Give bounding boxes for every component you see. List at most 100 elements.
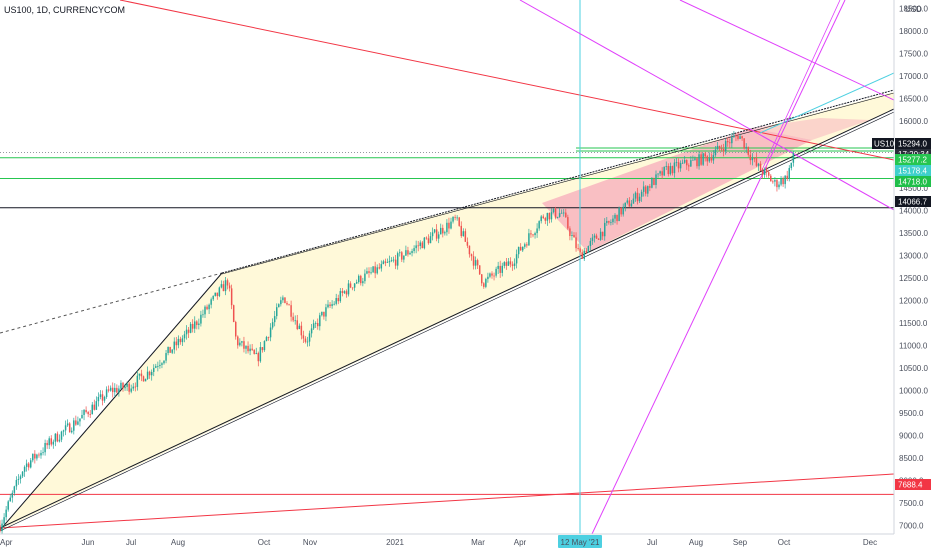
y-tick-label-10: 12000.0: [899, 297, 928, 306]
candle-body-311: [636, 192, 639, 202]
candle-body-10: [19, 476, 22, 479]
candle-body-302: [618, 207, 620, 222]
candle-body-60: [122, 382, 124, 389]
currency-label: USD: [905, 5, 922, 14]
candle-body-313: [640, 191, 643, 197]
candle-body-43: [87, 412, 89, 415]
candle-body-274: [560, 212, 563, 214]
candle-body-381: [780, 178, 782, 185]
candle-body-242: [495, 268, 497, 276]
candle-body-105: [214, 292, 216, 296]
candle-body-357: [731, 137, 733, 144]
candle-body-79: [161, 363, 163, 365]
candle-body-54: [109, 387, 112, 391]
candle-body-191: [390, 260, 393, 261]
candle-body-169: [345, 291, 348, 295]
candle-body-55: [112, 387, 114, 393]
y-tick-label-1: 7500.0: [899, 499, 924, 508]
candle-body-198: [405, 250, 407, 256]
candle-body-358: [733, 135, 735, 138]
candle-body-5: [9, 497, 11, 502]
candle-body-141: [288, 304, 290, 306]
candle-body-66: [134, 386, 137, 388]
candle-body-303: [620, 207, 622, 215]
candle-body-281: [575, 237, 577, 249]
x-tick-label-13: Dec: [863, 538, 877, 547]
candle-body-375: [768, 172, 770, 176]
candle-body-96: [196, 321, 198, 326]
candle-body-33: [66, 423, 69, 426]
date-highlight-tag: 12 May '21: [558, 535, 602, 548]
candle-body-127: [259, 347, 262, 362]
candle-body-134: [273, 316, 276, 323]
candle-body-225: [460, 225, 462, 237]
candle-body-81: [165, 353, 167, 361]
y-tick-label-20: 17000.0: [899, 72, 928, 81]
candle-body-197: [403, 255, 405, 260]
candle-body-305: [624, 202, 626, 207]
candle-body-99: [202, 314, 204, 316]
candle-body-92: [187, 329, 190, 333]
candle-body-122: [249, 348, 251, 352]
price-tag-5: 7688.4: [895, 479, 931, 490]
candle-body-74: [150, 371, 153, 376]
candle-body-53: [107, 389, 110, 391]
candle-body-352: [720, 148, 723, 150]
candle-body-97: [198, 323, 200, 326]
candle-body-150: [306, 341, 309, 343]
candle-body-256: [524, 244, 526, 247]
candle-body-283: [579, 248, 581, 253]
candle-body-52: [105, 389, 108, 398]
candle-body-356: [729, 142, 731, 144]
price-tag-bg-5: [895, 479, 931, 490]
candle-body-100: [204, 306, 206, 315]
candle-body-335: [686, 159, 688, 166]
candle-body-135: [276, 307, 278, 317]
candle-body-178: [364, 273, 366, 282]
candle-body-196: [401, 252, 403, 260]
price-tag-value-0: 15294.0: [898, 140, 927, 149]
candle-body-49: [99, 394, 102, 398]
candle-body-255: [522, 246, 524, 251]
candle-body-143: [292, 316, 294, 321]
candle-body-161: [329, 304, 331, 306]
candle-body-39: [79, 418, 81, 422]
candle-body-217: [444, 232, 446, 234]
candle-body-245: [501, 265, 503, 273]
y-tick-label-19: 16500.0: [899, 94, 928, 103]
candle-body-253: [517, 246, 520, 255]
candle-body-157: [321, 311, 323, 316]
y-tick-label-5: 9500.0: [899, 409, 924, 418]
cyan-trend-line: [759, 72, 894, 134]
candle-body-350: [716, 145, 719, 150]
candle-body-129: [263, 341, 266, 351]
candle-body-211: [431, 232, 434, 237]
candle-body-89: [181, 338, 184, 343]
candle-body-172: [351, 287, 354, 289]
candle-body-6: [11, 492, 14, 498]
candle-body-370: [757, 163, 760, 166]
candle-body-62: [126, 383, 128, 387]
candle-body-257: [526, 244, 528, 246]
candle-body-286: [585, 250, 588, 253]
candle-body-57: [116, 387, 118, 393]
candle-body-252: [515, 254, 518, 264]
candle-body-349: [714, 149, 717, 156]
candle-body-341: [698, 154, 700, 167]
candle-body-304: [622, 206, 624, 215]
candle-body-175: [358, 275, 360, 283]
candle-body-239: [489, 273, 491, 277]
candle-body-160: [327, 304, 329, 308]
candle-body-380: [778, 184, 780, 188]
candle-body-21: [42, 452, 44, 454]
candle-body-23: [46, 442, 48, 446]
candle-body-162: [331, 304, 333, 306]
candle-body-246: [503, 262, 506, 266]
candle-body-114: [232, 305, 235, 322]
y-tick-label-22: 18000.0: [899, 27, 928, 36]
candle-body-26: [52, 441, 55, 445]
candle-body-2: [3, 517, 5, 524]
candle-body-164: [335, 298, 337, 304]
candle-body-277: [567, 217, 569, 229]
